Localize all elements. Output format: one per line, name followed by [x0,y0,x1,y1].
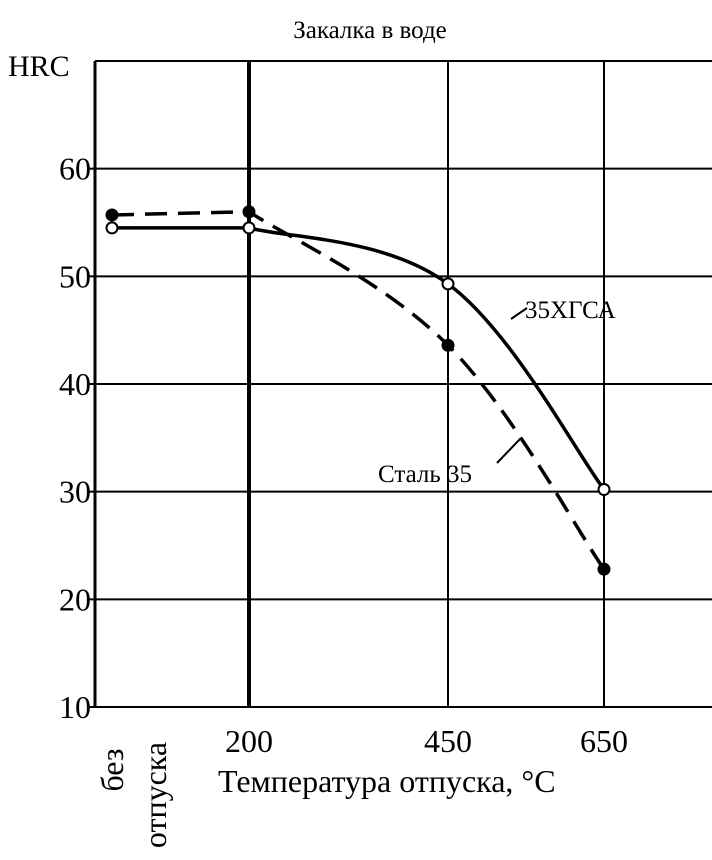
x-tick-label-no-temper-line2: отпуска [137,742,173,848]
series-label-steel35-leader [496,437,522,464]
chart-title: Закалка в воде [293,17,447,44]
data-point-steel35 [441,338,455,352]
data-point-steel35 [242,205,256,219]
series-label-steel35: Сталь 35 [378,461,472,488]
x-tick-label: 450 [424,723,472,759]
y-tick-label: 20 [59,581,91,617]
data-point-35hgsa [441,277,455,291]
grid [89,60,712,708]
x-tick-label: 650 [580,723,628,759]
y-tick-label: 40 [59,366,91,402]
series-label-35hgsa: 35ХГСА [525,297,616,324]
data-point-35hgsa [105,221,119,235]
data-point-steel35 [597,562,611,576]
y-axis-label: HRC [8,50,70,83]
curves [111,209,606,571]
x-axis-label: Температура отпуска, °C [218,763,556,799]
series-line-steel35 [111,209,606,571]
series-label-35hgsa-leader [510,307,528,320]
markers [105,205,611,576]
data-point-35hgsa [242,221,256,235]
y-tick-label: 60 [59,151,91,187]
x-tick-label-no-temper-line1: без [94,748,130,791]
y-tick-label: 30 [59,474,91,510]
x-tick-label: 200 [225,723,273,759]
y-tick-label: 10 [59,689,91,725]
data-point-35hgsa [597,483,611,497]
data-point-steel35 [105,208,119,222]
y-tick-label: 50 [59,258,91,294]
